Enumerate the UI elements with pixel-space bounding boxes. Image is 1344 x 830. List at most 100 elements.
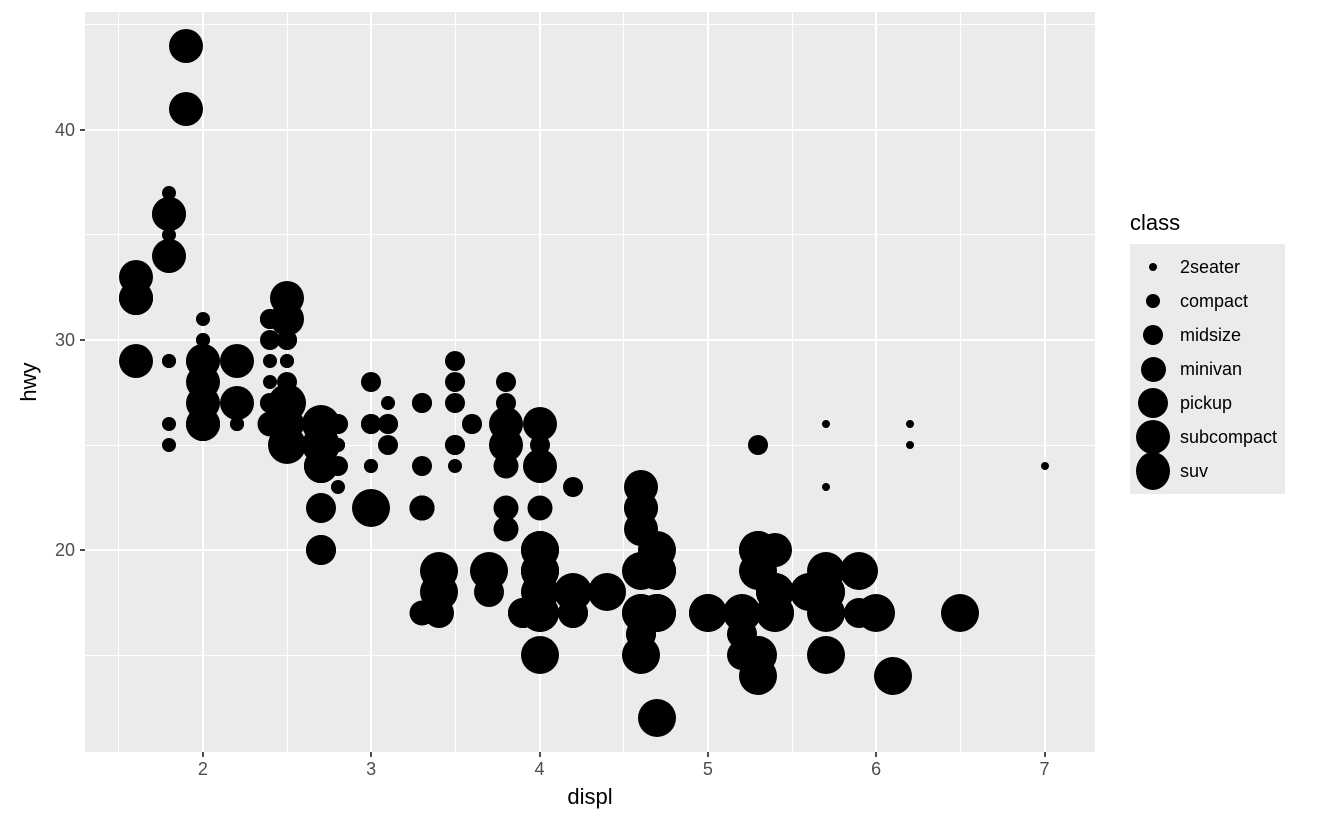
data-point: [527, 496, 552, 521]
legend: class 2seatercompactmidsizeminivanpickup…: [1130, 210, 1285, 494]
data-point: [462, 414, 482, 434]
plot-panel: [85, 12, 1095, 752]
data-point: [554, 573, 592, 611]
data-point: [152, 239, 186, 273]
data-point: [331, 480, 345, 494]
legend-row: minivan: [1136, 352, 1277, 386]
data-point: [844, 598, 874, 628]
data-point: [445, 435, 465, 455]
x-tick-label: 3: [366, 760, 376, 778]
data-point: [306, 535, 336, 565]
data-point: [415, 459, 429, 473]
data-point: [361, 372, 381, 392]
data-point: [470, 552, 508, 590]
data-point: [364, 501, 378, 515]
legend-row: suv: [1136, 454, 1277, 488]
legend-row: subcompact: [1136, 420, 1277, 454]
data-point: [270, 407, 304, 441]
chart-figure: 234567 203040 displ hwy class 2seatercom…: [0, 0, 1344, 830]
legend-dot-icon: [1136, 420, 1170, 454]
legend-label: compact: [1180, 291, 1248, 312]
data-point: [263, 333, 277, 347]
legend-label: 2seater: [1180, 257, 1240, 278]
legend-row: compact: [1136, 284, 1277, 318]
legend-items: 2seater compact midsizeminivanpickupsubcom…: [1130, 244, 1285, 494]
data-point: [409, 496, 434, 521]
x-tick-label: 5: [703, 760, 713, 778]
y-tick-label: 40: [55, 121, 75, 139]
legend-row: pickup: [1136, 386, 1277, 420]
gridline: [85, 129, 1095, 131]
data-point: [263, 375, 277, 389]
data-point: [807, 636, 845, 674]
x-tick-label: 4: [534, 760, 544, 778]
data-point: [169, 29, 203, 63]
data-point: [448, 459, 462, 473]
gridline: [875, 12, 877, 752]
data-point: [196, 333, 210, 347]
data-point: [822, 420, 830, 428]
x-tick-label: 6: [871, 760, 881, 778]
data-point: [119, 344, 153, 378]
gridline: [118, 12, 119, 752]
legend-dot-icon: [1138, 388, 1168, 418]
data-point: [263, 354, 277, 368]
data-point: [638, 594, 676, 632]
gridline: [85, 24, 1095, 25]
y-axis-title: hwy: [18, 362, 40, 401]
data-point: [306, 493, 336, 523]
legend-dot-icon: [1141, 357, 1166, 382]
data-point: [445, 351, 465, 371]
data-point: [530, 435, 550, 455]
data-point: [807, 573, 845, 611]
legend-dot-icon: [1136, 452, 1170, 490]
legend-key: [1136, 386, 1170, 420]
data-point: [521, 636, 559, 674]
data-point: [331, 459, 345, 473]
data-point: [756, 573, 794, 611]
y-tick: [80, 549, 85, 551]
data-point: [689, 594, 727, 632]
legend-dot-icon: [1149, 263, 1157, 271]
gridline: [85, 445, 1095, 446]
gridline: [623, 12, 624, 752]
x-tick-label: 7: [1039, 760, 1049, 778]
data-point: [196, 354, 210, 368]
data-point: [822, 483, 830, 491]
x-tick: [707, 752, 709, 757]
data-point: [263, 396, 277, 410]
gridline: [707, 12, 709, 752]
gridline: [85, 549, 1095, 551]
data-point: [162, 417, 176, 431]
data-point: [119, 281, 153, 315]
x-tick: [539, 752, 541, 757]
data-point: [493, 496, 518, 521]
legend-key: [1136, 454, 1170, 488]
legend-row: midsize: [1136, 318, 1277, 352]
data-point: [941, 594, 979, 632]
data-point: [381, 396, 395, 410]
data-point: [162, 228, 176, 242]
gridline: [1044, 12, 1046, 752]
y-tick-label: 20: [55, 541, 75, 559]
legend-key: [1136, 318, 1170, 352]
gridline: [960, 12, 961, 752]
data-point: [874, 657, 912, 695]
data-point: [624, 491, 658, 525]
x-tick: [875, 752, 877, 757]
legend-key: [1136, 250, 1170, 284]
gridline: [85, 655, 1095, 656]
data-point: [196, 312, 210, 326]
data-point: [260, 309, 280, 329]
data-point: [588, 573, 626, 611]
data-point: [162, 354, 176, 368]
data-point: [186, 407, 220, 441]
data-point: [445, 372, 465, 392]
data-point: [364, 459, 378, 473]
data-point: [525, 577, 555, 607]
legend-dot-icon: [1143, 325, 1163, 345]
x-axis-title: displ: [567, 786, 612, 808]
data-point: [496, 372, 516, 392]
data-point: [748, 435, 768, 455]
data-point: [162, 438, 176, 452]
